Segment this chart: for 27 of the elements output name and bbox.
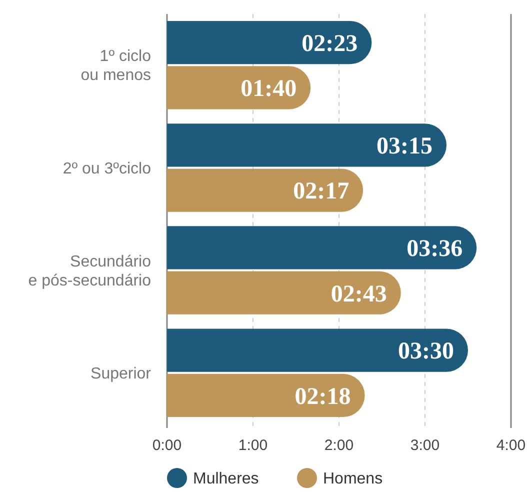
bar [167, 271, 401, 314]
x-tick-label: 1:00 [238, 437, 268, 454]
bar [167, 374, 365, 417]
x-tick-label: 2:00 [324, 437, 354, 454]
y-tick-label: Superior [90, 365, 152, 382]
legend-label: Mulheres [193, 470, 259, 488]
legend-label: Homens [323, 470, 383, 488]
y-tick-label: Secundário e pós-secundário [28, 253, 152, 290]
x-tick-label: 3:00 [410, 437, 440, 454]
data-label: 01:40 [240, 76, 297, 102]
data-label: 02:23 [302, 30, 358, 57]
data-label: 03:30 [398, 338, 454, 365]
data-label: 03:15 [376, 134, 432, 160]
data-label: 03:36 [406, 236, 463, 262]
bar [167, 328, 468, 372]
bar [167, 124, 446, 167]
x-tick-label: 0:00 [152, 437, 182, 454]
bar [167, 21, 372, 64]
bar [167, 66, 311, 110]
x-tick-label: 4:00 [496, 437, 526, 454]
data-label: 02:18 [294, 384, 351, 410]
bar [167, 226, 477, 270]
data-label: 02:43 [330, 281, 387, 308]
data-label: 02:17 [293, 178, 350, 205]
bar [167, 168, 364, 212]
y-tick-label: 1º ciclo ou menos [80, 48, 152, 84]
y-tick-label: 2º ou 3ºciclo [62, 160, 152, 178]
